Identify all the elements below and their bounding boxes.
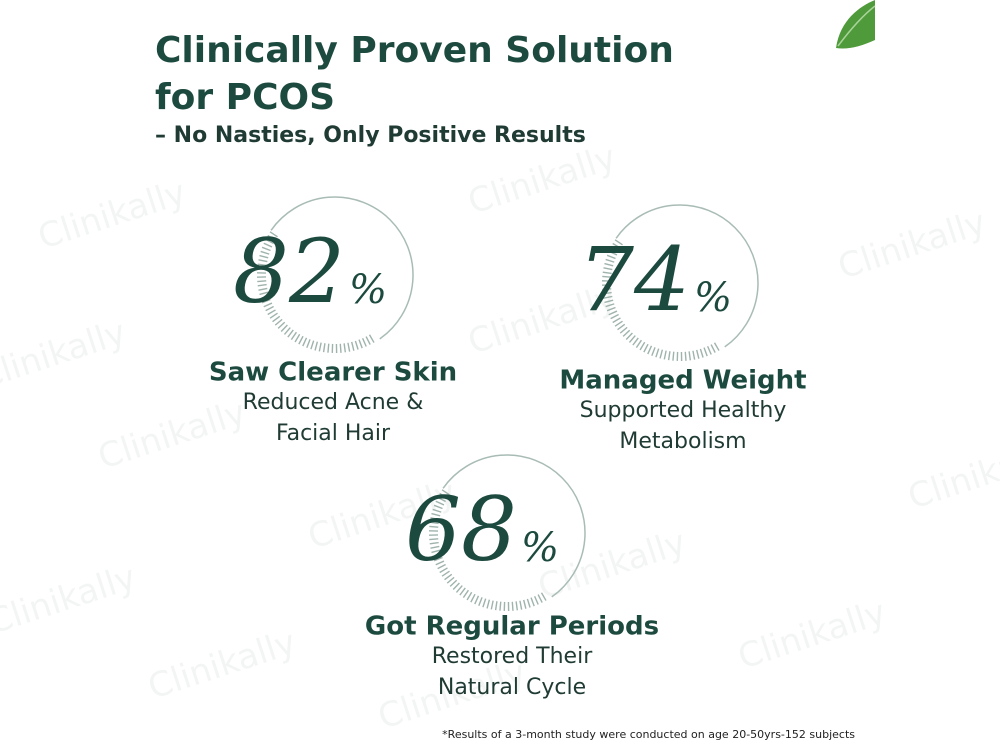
ring-tick [693, 351, 695, 360]
ring-tick [689, 351, 690, 360]
ring-tick [704, 348, 707, 356]
ring-tick [524, 600, 526, 609]
stat-unit: % [349, 267, 387, 313]
ring-tick [500, 602, 501, 611]
ring-tick [623, 330, 630, 336]
ring-tick [629, 336, 635, 343]
ring-tick [315, 342, 317, 351]
stat-value: 68 [405, 478, 517, 581]
ring-tick [278, 322, 285, 328]
ring-tick [496, 601, 497, 610]
ring-tick [516, 601, 517, 610]
ring-tick [531, 598, 534, 606]
watermark: Clinikally [733, 592, 890, 677]
ring-tick [491, 601, 493, 610]
ring-tick [715, 343, 720, 351]
ring-tick [366, 337, 370, 345]
ring-tick [660, 350, 662, 359]
ring-tick [512, 602, 513, 611]
stat-unit: % [521, 525, 559, 571]
ring-tick [467, 592, 472, 600]
ring-tick [463, 590, 468, 597]
ring-tick [479, 597, 482, 605]
ring-tick [471, 594, 475, 602]
ring-tick [475, 596, 479, 604]
ring-tick [355, 341, 358, 350]
ring-tick [640, 342, 645, 350]
ring-tick [299, 336, 303, 344]
ring-tick [348, 343, 350, 352]
ring-tick [520, 601, 522, 610]
stat-unit: % [694, 275, 732, 321]
ring-tick [450, 580, 457, 586]
ring-tick [535, 596, 539, 604]
title: for PCOS [155, 77, 335, 118]
ring-tick [685, 352, 686, 361]
ring-tick [697, 350, 699, 359]
stat-heading: Managed Weight [559, 366, 806, 396]
ring-tick [633, 338, 638, 345]
subtitle: – No Nasties, Only Positive Results [155, 123, 586, 148]
ring-tick [648, 346, 652, 354]
ring-tick [352, 342, 354, 351]
ring-tick [487, 600, 489, 609]
ring-tick [328, 344, 329, 353]
ring-tick [664, 351, 666, 360]
ring-tick [324, 343, 325, 352]
ring-tick [700, 349, 703, 358]
ring-tick [284, 328, 290, 335]
stat-value: 74 [578, 228, 690, 331]
ring-tick [636, 340, 641, 347]
ring-tick [281, 325, 287, 332]
stat-description: Facial Hair [276, 421, 391, 446]
ring-tick [711, 345, 715, 353]
stat-heading: Saw Clearer Skin [209, 358, 457, 388]
stat-description: Supported Healthy [580, 398, 787, 423]
ring-tick [460, 588, 465, 595]
ring-tick [527, 599, 530, 608]
ring-tick [453, 583, 459, 590]
title: Clinically Proven Solution [155, 30, 674, 71]
watermark: Clinikally [833, 202, 990, 287]
stat-description: Natural Cycle [438, 675, 586, 700]
ring-tick [483, 599, 486, 608]
ring-tick [656, 349, 659, 358]
stat-heading: Got Regular Periods [365, 612, 659, 642]
watermark: Clinikally [463, 137, 620, 222]
watermark: Clinikally [0, 312, 131, 397]
ring-tick [652, 347, 655, 355]
stat-value: 82 [233, 220, 345, 323]
ring-tick [673, 352, 674, 361]
ring-tick [344, 343, 345, 352]
ring-tick [307, 339, 310, 347]
ring-tick [291, 332, 296, 339]
ring-tick [295, 334, 300, 342]
watermark: Clinikally [143, 622, 300, 707]
ring-tick [363, 338, 367, 346]
ring-tick [669, 351, 670, 360]
footnote: *Results of a 3-month study were conduct… [442, 728, 855, 741]
ring-tick [340, 344, 341, 353]
ring-tick [626, 333, 632, 340]
ring-tick [708, 346, 712, 354]
stat-description: Restored Their [432, 644, 593, 669]
watermark: Clinikally [33, 172, 190, 257]
ring-tick [456, 586, 462, 593]
watermark: Clinikally [93, 392, 250, 477]
ring-tick [311, 341, 314, 350]
ring-tick [303, 338, 307, 346]
ring-tick [288, 330, 293, 337]
stat-description: Reduced Acne & [243, 390, 424, 415]
watermark: Clinikally [0, 557, 141, 642]
ring-tick [370, 335, 375, 343]
stat-description: Metabolism [619, 429, 746, 454]
ring-tick [319, 343, 321, 352]
ring-tick [359, 340, 362, 348]
watermark: Clinikally [903, 432, 1000, 517]
ring-tick [644, 344, 648, 352]
